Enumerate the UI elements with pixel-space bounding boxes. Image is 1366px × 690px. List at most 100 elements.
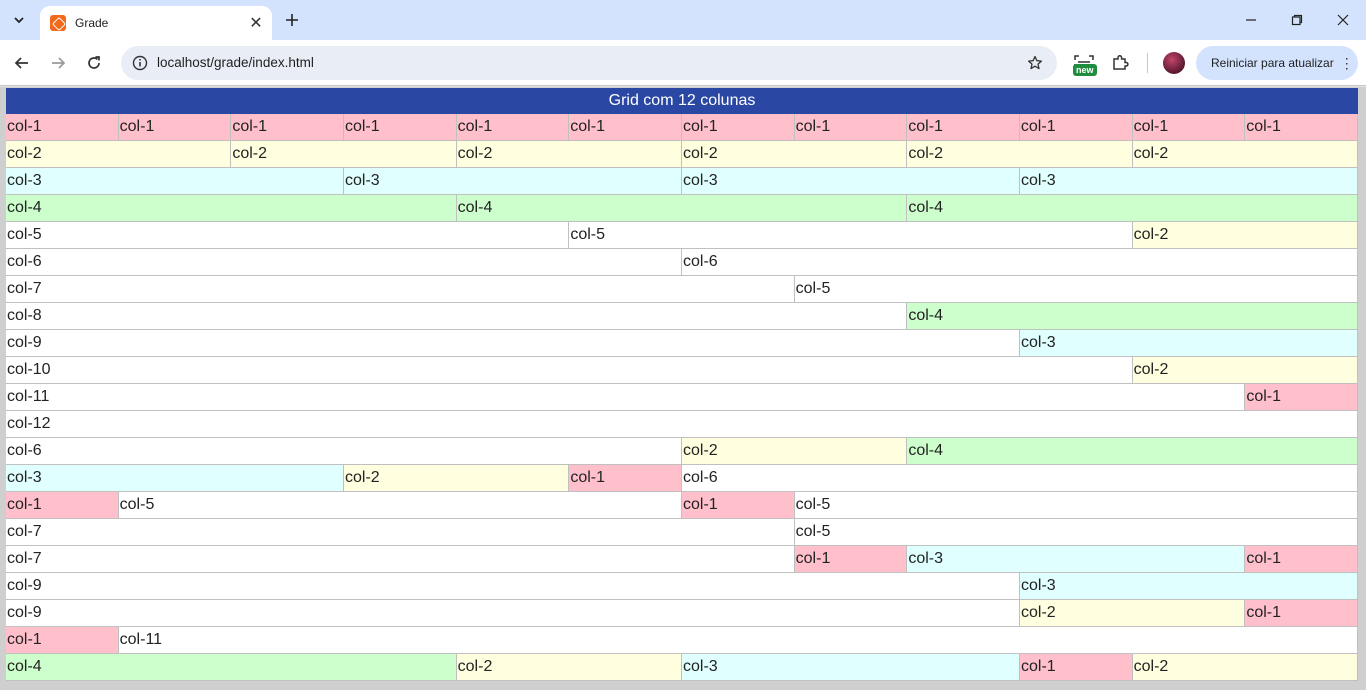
grid-cell: col-2 (456, 654, 682, 681)
grid-cell: col-2 (682, 438, 908, 465)
grid-cell: col-6 (682, 249, 1358, 276)
restore-icon (1291, 14, 1303, 26)
info-icon[interactable] (131, 54, 149, 72)
grid-cell: col-7 (6, 276, 795, 303)
xampp-icon (50, 15, 66, 31)
grid-cell: col-3 (682, 168, 1020, 195)
reload-icon (88, 56, 100, 69)
grid-cell: col-2 (344, 465, 570, 492)
more-vert-icon[interactable]: ⋮ (1339, 54, 1354, 71)
minimize-icon (1246, 19, 1256, 21)
address-bar[interactable]: localhost/grade/index.html (121, 46, 1057, 80)
grid-page: Grid com 12 colunas col-1 col-1 col-1 col-1… (6, 88, 1358, 681)
plus-icon (286, 14, 298, 26)
grid-cell: col-11 (118, 627, 1358, 654)
grid-row: col-9 col-3 (6, 330, 1358, 357)
grid-cell: col-7 (6, 546, 795, 573)
grid-cell: col-2 (6, 141, 232, 168)
grid-cell: col-1 (1245, 114, 1358, 141)
grid-row: col-1 col-5 col-1 col-5 (6, 492, 1358, 519)
grid-row: col-2 col-2 col-2 col-2 col-2 col-2 (6, 141, 1358, 168)
grid-cell: col-1 (6, 627, 119, 654)
grid-cell: col-3 (1020, 330, 1358, 357)
back-button[interactable] (8, 49, 36, 77)
grid-cell: col-3 (907, 546, 1246, 573)
arrow-left-icon (14, 57, 28, 69)
grid-cell: col-1 (569, 465, 682, 492)
grid-cell: col-4 (6, 195, 457, 222)
grid-cell: col-3 (6, 465, 344, 492)
grid-row: col-6 col-2 col-4 (6, 438, 1358, 465)
update-label: Reiniciar para atualizar (1211, 56, 1334, 70)
tab-bar: Grade ✕ (0, 0, 1366, 40)
grid-cell: col-5 (569, 222, 1133, 249)
grid-row: col-8 col-4 (6, 303, 1358, 330)
grid-cell: col-2 (1132, 654, 1358, 681)
grid-row: col-9 col-2 col-1 (6, 600, 1358, 627)
arrow-right-icon (52, 57, 66, 69)
grid-cell: col-1 (681, 114, 795, 141)
grid-row: col-9 col-3 (6, 573, 1358, 600)
forward-button[interactable] (44, 49, 72, 77)
grid-row: col-1 col-11 (6, 627, 1358, 654)
grid-cell: col-3 (681, 654, 1020, 681)
grid-cell: col-5 (794, 492, 1358, 519)
update-button[interactable]: Reiniciar para atualizar ⋮ (1196, 46, 1358, 80)
page-viewport: Grid com 12 colunas col-1 col-1 col-1 col-1… (0, 87, 1366, 690)
grid-cell: col-1 (681, 492, 795, 519)
new-tab-button[interactable] (280, 8, 304, 32)
star-icon[interactable] (1025, 53, 1045, 73)
reload-button[interactable] (80, 49, 108, 77)
grid-cell: col-6 (681, 465, 1358, 492)
grid-cell: col-1 (456, 114, 570, 141)
grid-cell: col-2 (1132, 141, 1358, 168)
profile-avatar[interactable] (1163, 52, 1185, 74)
grid-cell: col-7 (6, 519, 795, 546)
grid-cell: col-1 (231, 114, 344, 141)
grid-cell: col-4 (456, 195, 908, 222)
grid-title: Grid com 12 colunas (6, 88, 1358, 114)
grid-row: col-12 (6, 411, 1358, 438)
chevron-down-icon (14, 17, 24, 24)
grid-row: col-6 col-6 (6, 249, 1358, 276)
grid-cell: col-6 (6, 249, 682, 276)
grid-row: col-5 col-5 col-2 (6, 222, 1358, 249)
grid-cell: col-1 (1019, 114, 1133, 141)
grid-cell: col-1 (1245, 600, 1358, 627)
screen-capture-button[interactable] (1070, 49, 1098, 77)
grid-cell: col-1 (1245, 546, 1358, 573)
grid-cell: col-8 (6, 303, 908, 330)
grid-cell: col-2 (456, 141, 682, 168)
grid-cell: col-3 (6, 168, 344, 195)
grid-cell: col-11 (6, 384, 1246, 411)
grid-cell: col-2 (681, 141, 908, 168)
new-badge: new (1073, 64, 1097, 76)
grid-row: col-3 col-2 col-1 col-6 (6, 465, 1358, 492)
minimize-button[interactable] (1237, 6, 1265, 34)
grid-row: col-4 col-2 col-3 col-1 col-2 (6, 654, 1358, 681)
grid-cell: col-1 (569, 114, 682, 141)
grid-row: col-1 col-1 col-1 col-1 col-1 col-1 col-1 col-1… (6, 114, 1358, 141)
grid-cell: col-10 (6, 357, 1133, 384)
url-text[interactable]: localhost/grade/index.html (157, 55, 314, 70)
grid-cell: col-9 (6, 330, 1020, 357)
grid-cell: col-1 (118, 114, 232, 141)
grid-cell: col-1 (794, 114, 908, 141)
grid-cell: col-3 (1020, 168, 1358, 195)
restore-button[interactable] (1283, 6, 1311, 34)
extensions-button[interactable] (1106, 49, 1134, 77)
grid-cell: col-2 (1132, 357, 1358, 384)
screen-capture-icon (1074, 55, 1094, 69)
tab-search-button[interactable] (6, 7, 32, 33)
grid-cell: col-5 (794, 519, 1358, 546)
browser-toolbar: localhost/grade/index.html new (0, 40, 1366, 86)
close-icon (1337, 14, 1349, 26)
grid-cell: col-1 (794, 546, 908, 573)
grid-row: col-7 col-5 (6, 519, 1358, 546)
grid-cell: col-2 (231, 141, 457, 168)
close-window-button[interactable] (1329, 6, 1357, 34)
grid-cell: col-4 (907, 195, 1358, 222)
close-icon[interactable]: ✕ (249, 15, 263, 32)
grid-cell: col-5 (6, 222, 570, 249)
browser-tab[interactable]: Grade ✕ (40, 6, 272, 40)
